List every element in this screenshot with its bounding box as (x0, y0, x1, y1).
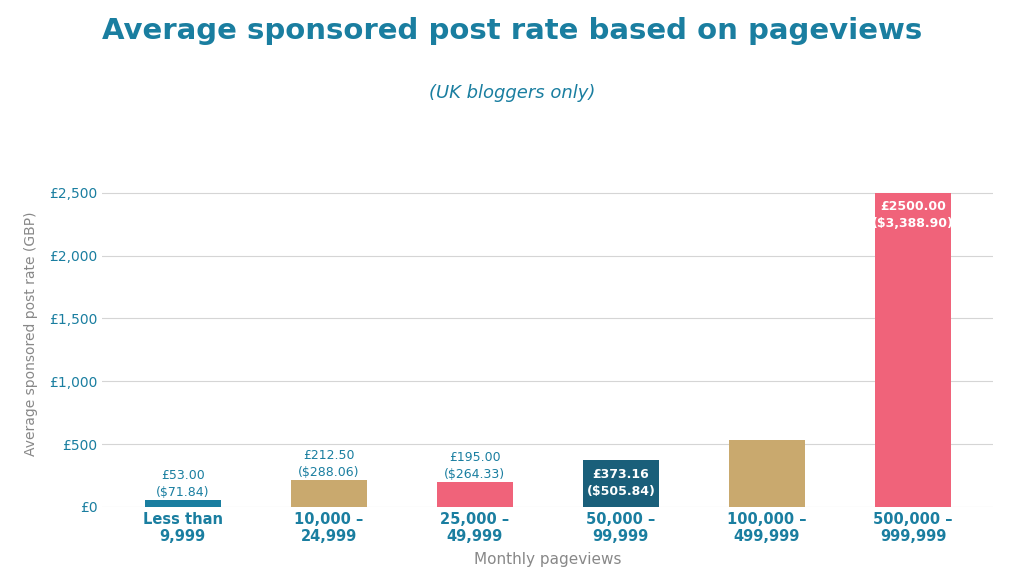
X-axis label: Monthly pageviews: Monthly pageviews (474, 552, 622, 567)
Bar (437, 482, 513, 507)
Text: £212.50
($288.06): £212.50 ($288.06) (298, 449, 359, 479)
Y-axis label: Average sponsored post rate (GBP): Average sponsored post rate (GBP) (24, 212, 38, 456)
Bar (583, 460, 658, 507)
Bar (874, 193, 951, 507)
Text: £534.00
($723.87): £534.00 ($723.87) (732, 454, 802, 484)
Bar (291, 480, 367, 507)
Text: £53.00
($71.84): £53.00 ($71.84) (156, 469, 210, 499)
Text: £195.00
($264.33): £195.00 ($264.33) (444, 451, 506, 481)
Text: (UK bloggers only): (UK bloggers only) (429, 84, 595, 101)
Bar (144, 500, 221, 507)
Text: £373.16
($505.84): £373.16 ($505.84) (587, 468, 655, 498)
Bar (729, 439, 805, 507)
Text: Average sponsored post rate based on pageviews: Average sponsored post rate based on pag… (101, 17, 923, 46)
Text: £2500.00
($3,388.90): £2500.00 ($3,388.90) (872, 200, 954, 230)
